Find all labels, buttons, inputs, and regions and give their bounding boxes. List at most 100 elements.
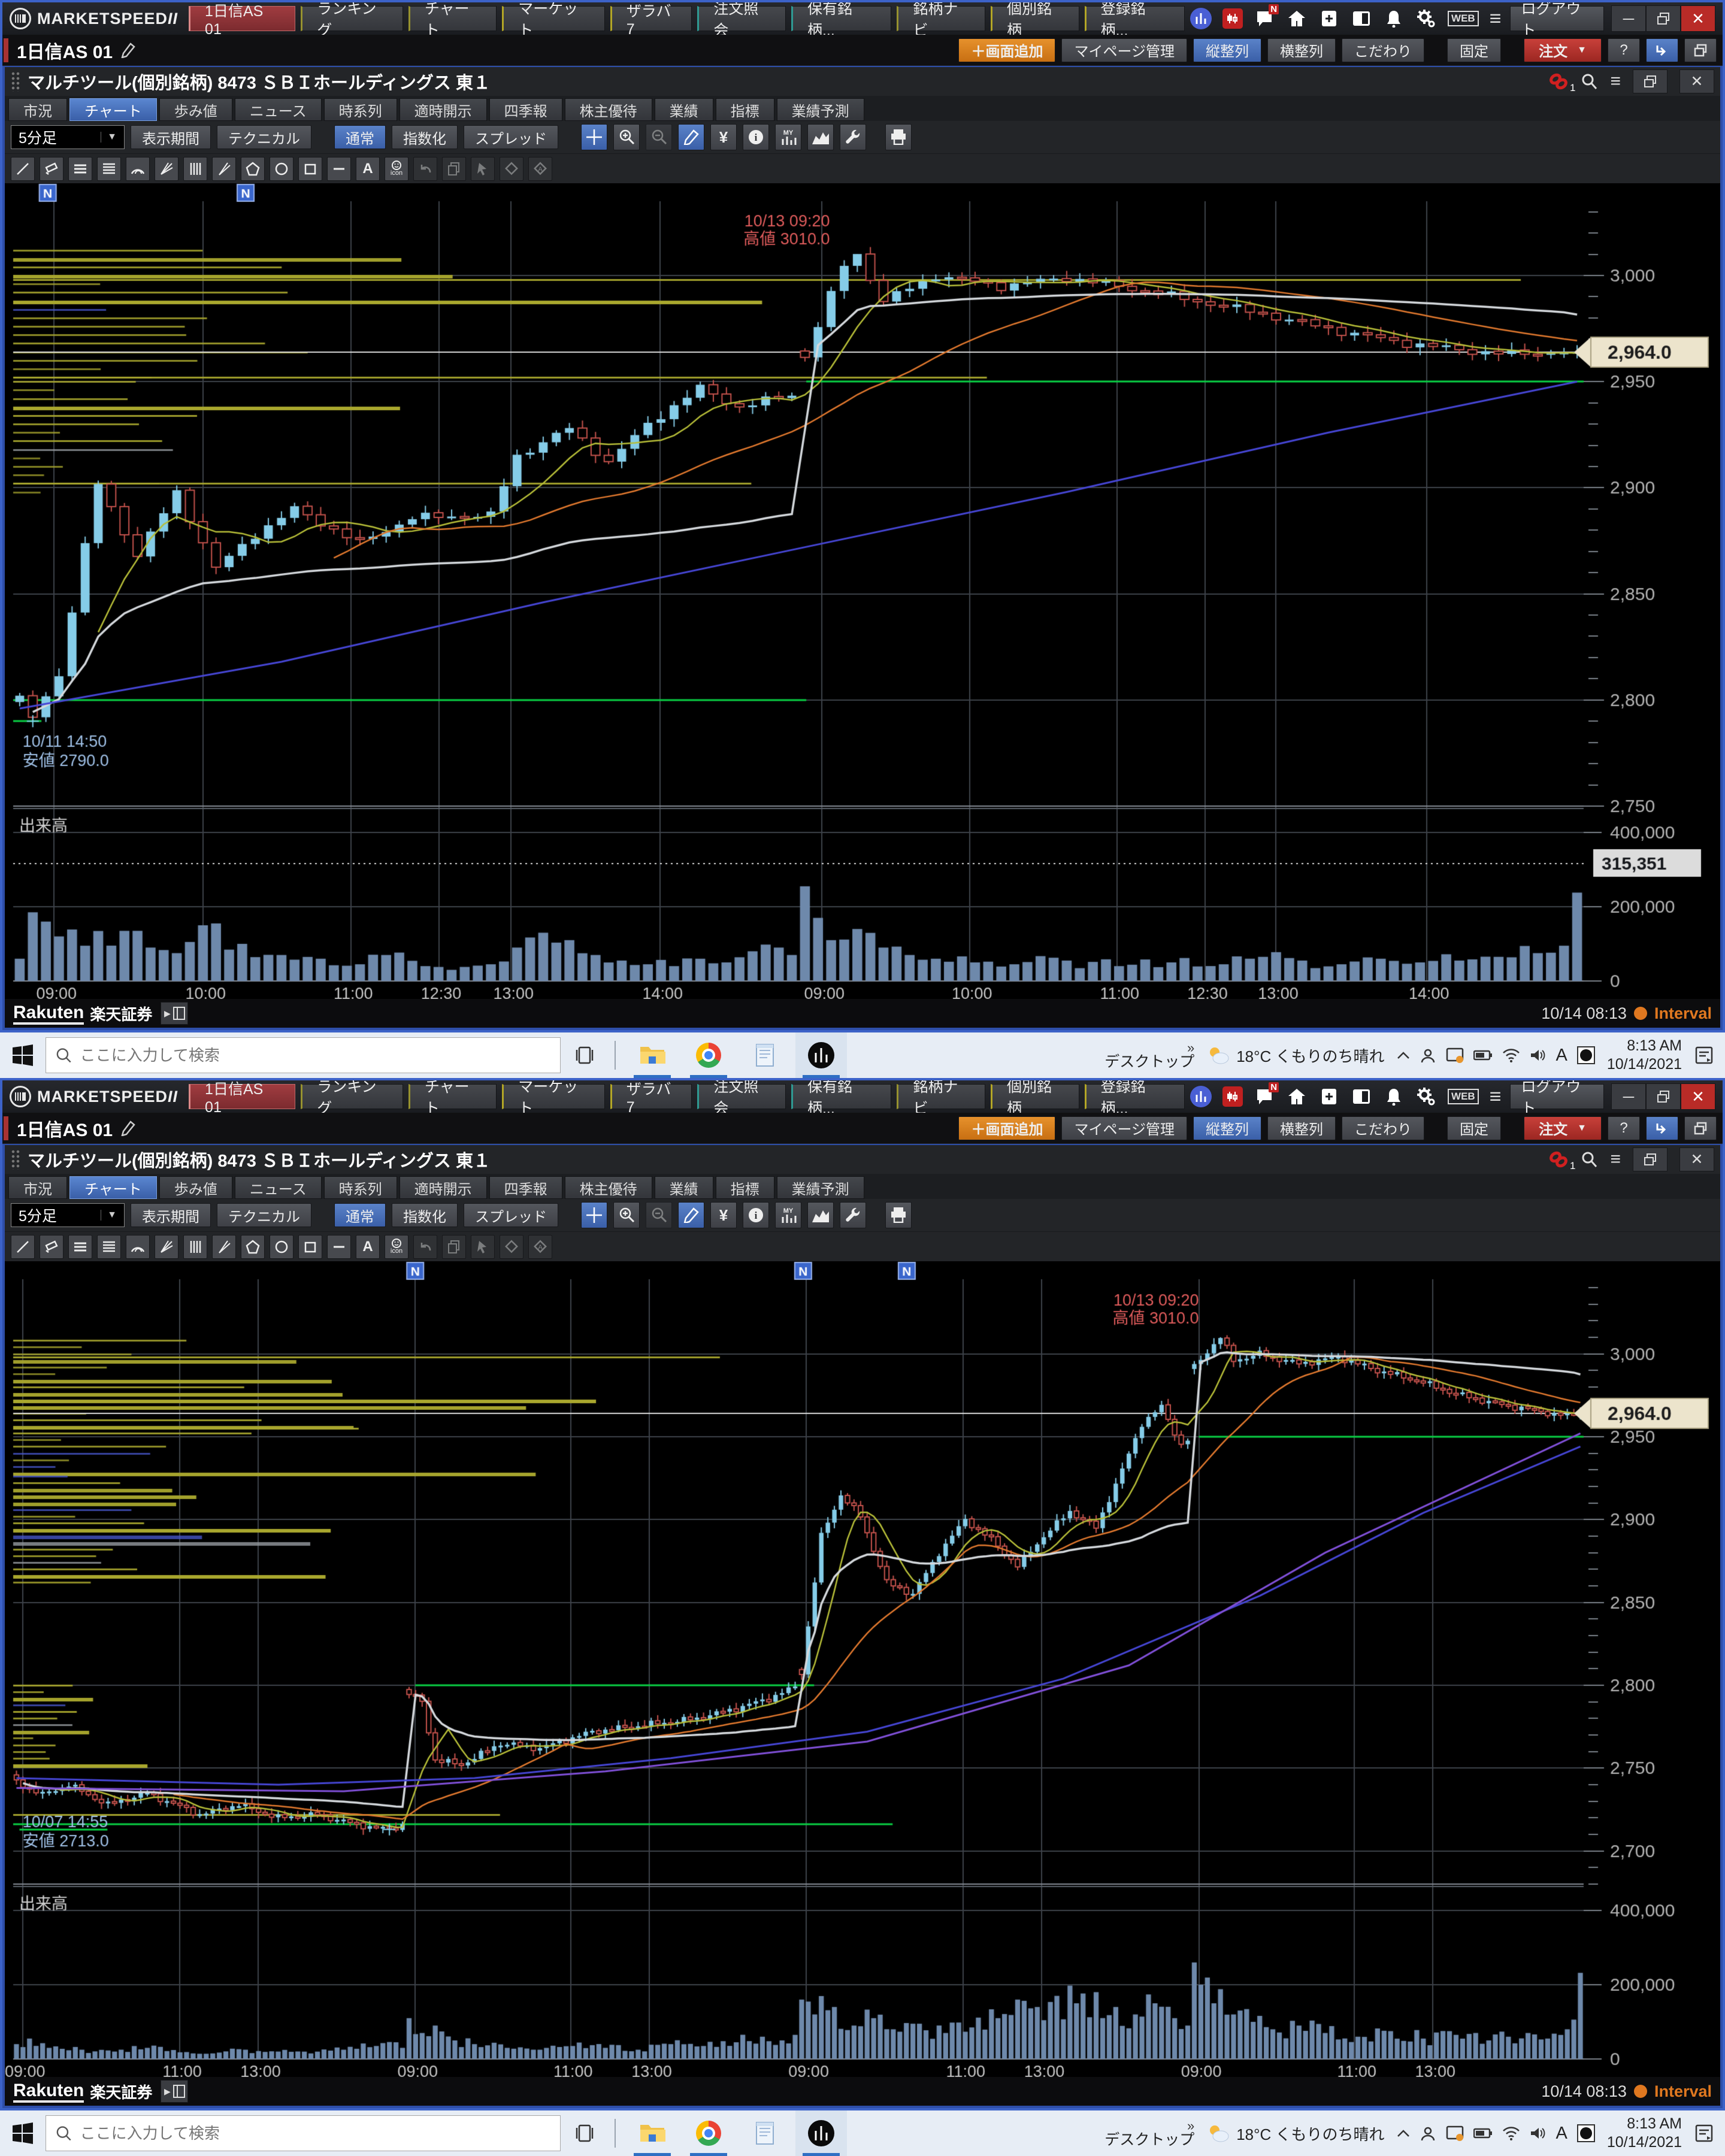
search-input[interactable] bbox=[80, 1046, 550, 1065]
custom-button[interactable]: こだわり bbox=[1342, 1116, 1424, 1140]
trendline-tool[interactable] bbox=[11, 156, 35, 181]
multitool-title-bar[interactable]: マルチツール(個別銘柄) 8473 ＳＢＩホールディングス 東１ 1 ≡ ✕ bbox=[5, 67, 1720, 96]
task-view-button[interactable] bbox=[565, 1032, 604, 1078]
bell-icon[interactable] bbox=[1383, 1086, 1405, 1107]
arc-tool[interactable] bbox=[126, 156, 150, 181]
pulse-chart-icon[interactable] bbox=[1190, 1086, 1212, 1107]
yen-scale-button[interactable]: ¥ bbox=[710, 1202, 737, 1228]
link-group-icon[interactable]: 1 bbox=[1549, 72, 1575, 93]
wifi-icon[interactable] bbox=[1502, 1048, 1520, 1062]
tray-chevron-icon[interactable] bbox=[1397, 2129, 1410, 2137]
menu-item-mypage[interactable]: 1日信AS 01 bbox=[189, 1081, 296, 1116]
horizontal-align-button[interactable]: 横整列 bbox=[1267, 38, 1336, 62]
search-icon[interactable] bbox=[1580, 72, 1598, 90]
tab-chart[interactable]: チャート bbox=[69, 1176, 157, 1199]
angle-line-tool[interactable] bbox=[212, 156, 236, 181]
tab-indicators[interactable]: 指標 bbox=[715, 1176, 774, 1199]
tab-earnings[interactable]: 業績 bbox=[654, 98, 713, 121]
popout-arrow-button[interactable] bbox=[1646, 38, 1678, 62]
inner-close-button[interactable]: ✕ bbox=[1679, 1147, 1714, 1171]
menu-item-chart[interactable]: チャート bbox=[408, 1080, 497, 1117]
tab-disclosure[interactable]: 適時開示 bbox=[399, 1176, 487, 1199]
multi-hline-tool[interactable] bbox=[97, 156, 121, 181]
hline-segment-tool[interactable] bbox=[327, 1234, 351, 1259]
highlighter-tool[interactable] bbox=[40, 156, 63, 181]
fan-lines-tool[interactable] bbox=[155, 156, 178, 181]
zoom-out-button[interactable] bbox=[646, 124, 672, 150]
window-menu-icon[interactable]: ≡ bbox=[1610, 1149, 1621, 1169]
edit-pencil-icon[interactable] bbox=[121, 1120, 135, 1136]
web-icon[interactable]: WEB bbox=[1448, 11, 1479, 26]
arc-tool[interactable] bbox=[126, 1234, 150, 1259]
menu-item-zaraba7[interactable]: ザラバ7 bbox=[610, 3, 692, 38]
zoom-out-button[interactable] bbox=[646, 1202, 672, 1228]
rectangle-tool[interactable] bbox=[298, 156, 322, 181]
wrench-settings-button[interactable] bbox=[840, 124, 866, 150]
ellipse-tool[interactable] bbox=[270, 1234, 293, 1259]
settings-gears-icon[interactable] bbox=[1415, 1086, 1437, 1107]
tab-shareholder-benefit[interactable]: 株主優待 bbox=[564, 1176, 652, 1199]
icon-stamp-tool[interactable]: icon bbox=[385, 156, 408, 181]
desktop-toolbar[interactable]: » デスクトップ bbox=[1104, 1041, 1194, 1070]
menu-item-ranking[interactable]: ランキング bbox=[301, 2, 403, 39]
battery-icon[interactable] bbox=[1473, 2127, 1493, 2139]
copy-drawing-tool[interactable] bbox=[442, 156, 466, 181]
vertical-align-button[interactable]: 縦整列 bbox=[1193, 38, 1261, 62]
ime-lang-icon[interactable] bbox=[1576, 2124, 1595, 2142]
menu-item-ranking[interactable]: ランキング bbox=[301, 1080, 403, 1117]
spread-mode-button[interactable]: スプレッド bbox=[464, 125, 558, 149]
my-indicator-button[interactable]: MY bbox=[775, 124, 801, 150]
print-button[interactable] bbox=[885, 124, 912, 150]
tab-indicators[interactable]: 指標 bbox=[715, 98, 774, 121]
bell-icon[interactable] bbox=[1383, 8, 1405, 29]
speaker-icon[interactable] bbox=[1530, 2126, 1547, 2140]
crosshair-button[interactable] bbox=[581, 1202, 607, 1228]
logout-button[interactable]: ログアウト bbox=[1509, 2, 1604, 39]
tab-chart[interactable]: チャート bbox=[69, 98, 157, 121]
chrome-button[interactable] bbox=[683, 2110, 734, 2156]
eraser-tool[interactable] bbox=[500, 156, 523, 181]
notebook-icon[interactable] bbox=[1318, 1086, 1340, 1107]
task-view-button[interactable] bbox=[565, 2110, 604, 2156]
file-explorer-button[interactable] bbox=[627, 1032, 678, 1078]
normal-mode-button[interactable]: 通常 bbox=[334, 125, 386, 149]
trendline-tool[interactable] bbox=[11, 1234, 35, 1259]
taskbar-search[interactable] bbox=[46, 1037, 561, 1073]
popout-arrow-button[interactable] bbox=[1646, 1116, 1678, 1140]
teams-icon[interactable] bbox=[1420, 1047, 1436, 1064]
tab-news[interactable]: ニュース bbox=[234, 98, 322, 121]
menu-item-individual-stock[interactable]: 個別銘柄 bbox=[991, 2, 1079, 39]
menu-item-market[interactable]: マーケット bbox=[502, 1080, 605, 1117]
tab-time-series[interactable]: 時系列 bbox=[323, 98, 397, 121]
chrome-button[interactable] bbox=[683, 1032, 734, 1078]
parallel-lines-tool[interactable] bbox=[68, 1234, 92, 1259]
wrench-settings-button[interactable] bbox=[840, 1202, 866, 1228]
tab-disclosure[interactable]: 適時開示 bbox=[399, 98, 487, 121]
pulse-chart-icon[interactable] bbox=[1190, 8, 1212, 29]
inner-close-button[interactable]: ✕ bbox=[1679, 69, 1714, 93]
start-button[interactable] bbox=[5, 1032, 41, 1078]
weather-widget[interactable]: 18°C くもりのち晴れ bbox=[1206, 1044, 1385, 1067]
edit-pencil-icon[interactable] bbox=[121, 42, 135, 58]
taskbar-clock[interactable]: 8:13 AM 10/14/2021 bbox=[1607, 1037, 1682, 1074]
desktop-toolbar[interactable]: » デスクトップ bbox=[1104, 2119, 1194, 2148]
link-group-icon[interactable]: 1 bbox=[1549, 1150, 1575, 1171]
tab-market-overview[interactable]: 市況 bbox=[8, 98, 67, 121]
menu-item-registered-stocks[interactable]: 登録銘柄... bbox=[1084, 1080, 1185, 1117]
expand-panel-button[interactable]: ▶ bbox=[161, 1002, 189, 1025]
hline-segment-tool[interactable] bbox=[327, 156, 351, 181]
vertical-lines-tool[interactable] bbox=[183, 156, 207, 181]
highlighter-tool[interactable] bbox=[40, 1234, 63, 1259]
wifi-icon[interactable] bbox=[1502, 2126, 1520, 2140]
rectangle-tool[interactable] bbox=[298, 1234, 322, 1259]
marketspeed-taskbar-button[interactable] bbox=[795, 2110, 847, 2156]
custom-button[interactable]: こだわり bbox=[1342, 38, 1424, 62]
pentagon-tool[interactable] bbox=[241, 1234, 265, 1259]
menu-item-holdings[interactable]: 保有銘柄... bbox=[791, 2, 892, 39]
period-select[interactable]: 5分足 ▼ bbox=[11, 1203, 125, 1227]
search-input[interactable] bbox=[80, 2124, 550, 2143]
minimize-button[interactable]: ─ bbox=[1611, 1083, 1646, 1110]
info-button[interactable]: i bbox=[743, 1202, 769, 1228]
notepad-button[interactable] bbox=[739, 1032, 791, 1078]
select-cursor-tool[interactable] bbox=[471, 1234, 495, 1259]
